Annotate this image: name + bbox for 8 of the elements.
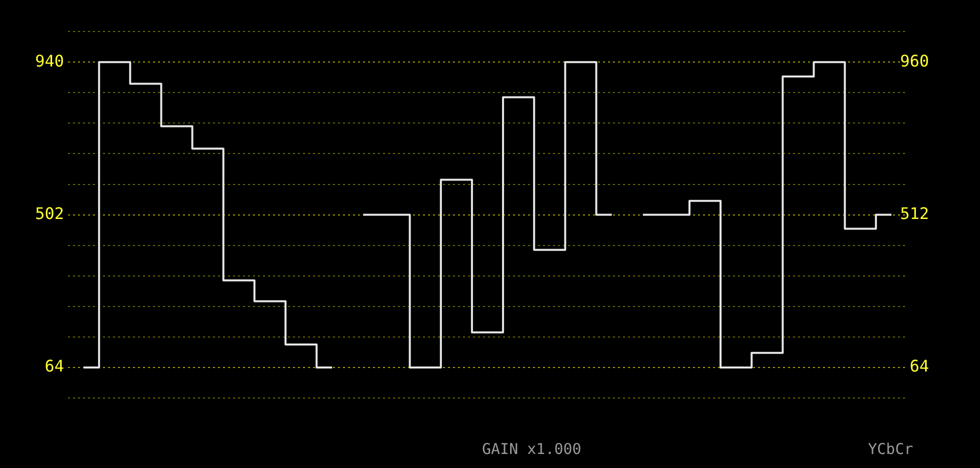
y-tick-label: 64: [44, 356, 64, 376]
text: GAIN x1.000: [482, 440, 582, 458]
y2-tick-label: 512: [900, 204, 929, 223]
y2-tick-label: 960: [900, 51, 929, 70]
text: YCbCr: [868, 440, 914, 458]
y-tick-label: 940: [35, 51, 64, 70]
y-tick-label: 502: [35, 204, 64, 223]
y2-tick-label: 64: [910, 356, 929, 376]
